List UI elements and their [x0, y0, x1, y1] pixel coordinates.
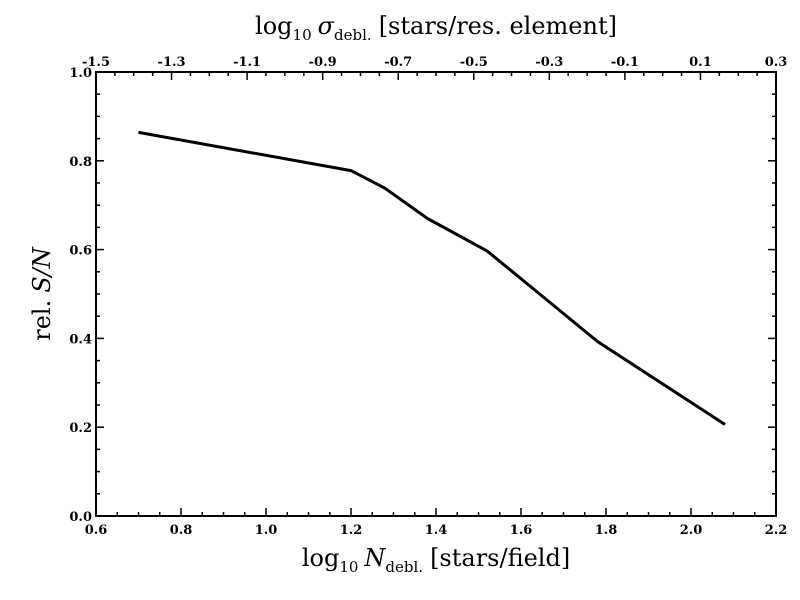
- x2-tick-label: -0.7: [384, 55, 412, 70]
- x2-tick-label: 0.1: [689, 55, 712, 70]
- y-tick-label: 1.0: [69, 66, 92, 81]
- y-tick-label: 0.8: [69, 155, 92, 170]
- series-line: [138, 130, 726, 426]
- ticks-layer: [95, 71, 777, 517]
- y-axis-title: rel.S/N: [28, 246, 56, 341]
- x2-tick-label: -0.1: [611, 55, 639, 70]
- x2-tick-label: -0.5: [460, 55, 488, 70]
- plot-frame: [95, 71, 777, 517]
- x-tick-label: 1.6: [510, 523, 533, 538]
- x2-axis-title: log10 σdebl. [stars/res. element]: [255, 12, 617, 44]
- x-tick-label: 1.0: [255, 523, 278, 538]
- x-tick-label: 1.2: [340, 523, 363, 538]
- x2-tick-label: -0.9: [309, 55, 337, 70]
- x-tick-label: 1.8: [595, 523, 618, 538]
- y-tick-label: 0.2: [69, 421, 92, 436]
- x-tick-label: 2.2: [765, 523, 788, 538]
- x-tick-label: 0.8: [170, 523, 193, 538]
- y-tick-label: 0.6: [69, 244, 92, 259]
- x2-tick-label: 0.3: [765, 55, 788, 70]
- y-tick-label: 0.4: [69, 332, 92, 347]
- x2-tick-label: -0.3: [535, 55, 563, 70]
- y-tick-label: 0.0: [69, 510, 92, 525]
- labels-layer: 0.6 0.8 1.0 1.2 1.4 1.6 1.8 2.0 2.2 -1.5 -1.3 -1.1 -…: [69, 55, 787, 538]
- series-layer: [138, 130, 726, 426]
- x-axis-title: log10 Ndebl. [stars/field]: [302, 544, 570, 576]
- x2-tick-label: -1.1: [233, 55, 261, 70]
- x-tick-label: 0.6: [85, 523, 108, 538]
- x2-tick-label: -1.3: [158, 55, 186, 70]
- x-tick-label: 2.0: [680, 523, 703, 538]
- x2-tick-label: -1.5: [82, 55, 110, 70]
- x-tick-label: 1.4: [425, 523, 448, 538]
